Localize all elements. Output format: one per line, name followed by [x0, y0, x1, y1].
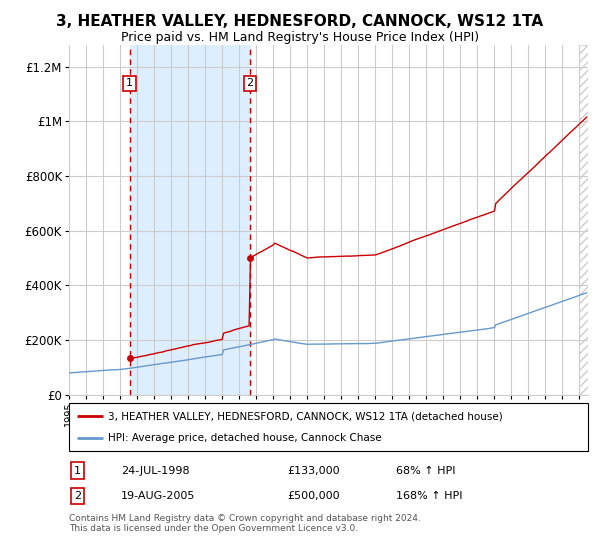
Bar: [130, 45, 250, 395]
Text: £133,000: £133,000: [287, 465, 340, 475]
Text: 24-JUL-1998: 24-JUL-1998: [121, 465, 190, 475]
Text: 2: 2: [74, 491, 82, 501]
Bar: [580, 45, 588, 395]
Text: 2: 2: [247, 78, 254, 88]
Text: HPI: Average price, detached house, Cannock Chase: HPI: Average price, detached house, Cann…: [108, 433, 382, 443]
Text: 1: 1: [74, 465, 81, 475]
Text: 168% ↑ HPI: 168% ↑ HPI: [396, 491, 463, 501]
Text: 3, HEATHER VALLEY, HEDNESFORD, CANNOCK, WS12 1TA (detached house): 3, HEATHER VALLEY, HEDNESFORD, CANNOCK, …: [108, 411, 503, 421]
Text: £500,000: £500,000: [287, 491, 340, 501]
FancyBboxPatch shape: [69, 403, 588, 451]
Text: Contains HM Land Registry data © Crown copyright and database right 2024.
This d: Contains HM Land Registry data © Crown c…: [69, 514, 421, 534]
Text: 3, HEATHER VALLEY, HEDNESFORD, CANNOCK, WS12 1TA: 3, HEATHER VALLEY, HEDNESFORD, CANNOCK, …: [56, 14, 544, 29]
Text: 19-AUG-2005: 19-AUG-2005: [121, 491, 195, 501]
Text: Price paid vs. HM Land Registry's House Price Index (HPI): Price paid vs. HM Land Registry's House …: [121, 31, 479, 44]
Text: 1: 1: [126, 78, 133, 88]
Text: 68% ↑ HPI: 68% ↑ HPI: [396, 465, 455, 475]
